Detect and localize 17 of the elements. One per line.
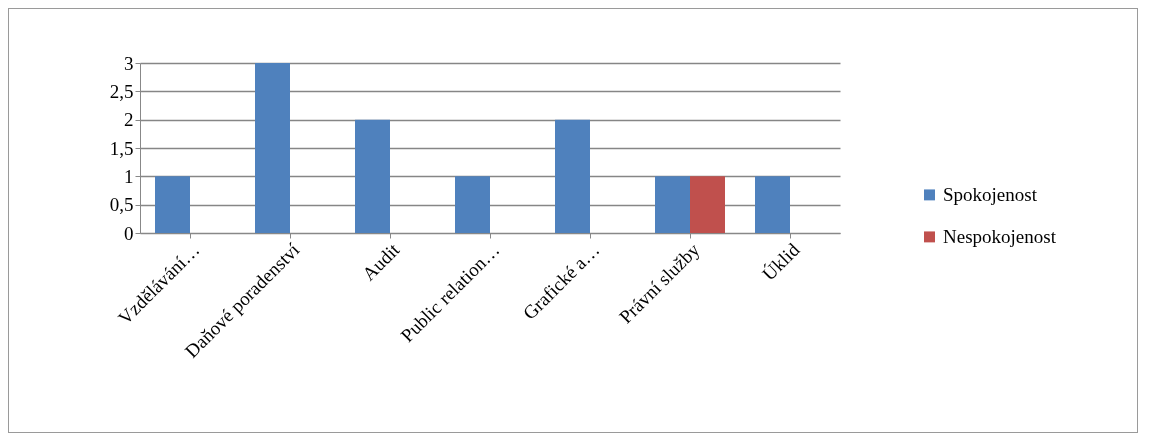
y-tick-label: 2,5 bbox=[109, 80, 134, 102]
bar bbox=[690, 176, 725, 233]
bar bbox=[255, 63, 290, 233]
legend-label: Spokojenost bbox=[943, 183, 1038, 205]
y-tick-label: 3 bbox=[124, 52, 134, 74]
y-tick-label: 0,5 bbox=[109, 194, 134, 216]
bar bbox=[755, 176, 790, 233]
y-tick-label: 0 bbox=[124, 222, 134, 244]
bar bbox=[655, 176, 690, 233]
bar bbox=[355, 119, 390, 233]
y-tick-label: 1 bbox=[124, 165, 134, 187]
legend-label: Nespokojenost bbox=[943, 225, 1057, 247]
bar bbox=[455, 176, 490, 233]
bar bbox=[155, 176, 190, 233]
bar bbox=[555, 119, 590, 233]
y-tick-label: 1,5 bbox=[109, 137, 134, 159]
y-tick-label: 2 bbox=[124, 109, 134, 131]
